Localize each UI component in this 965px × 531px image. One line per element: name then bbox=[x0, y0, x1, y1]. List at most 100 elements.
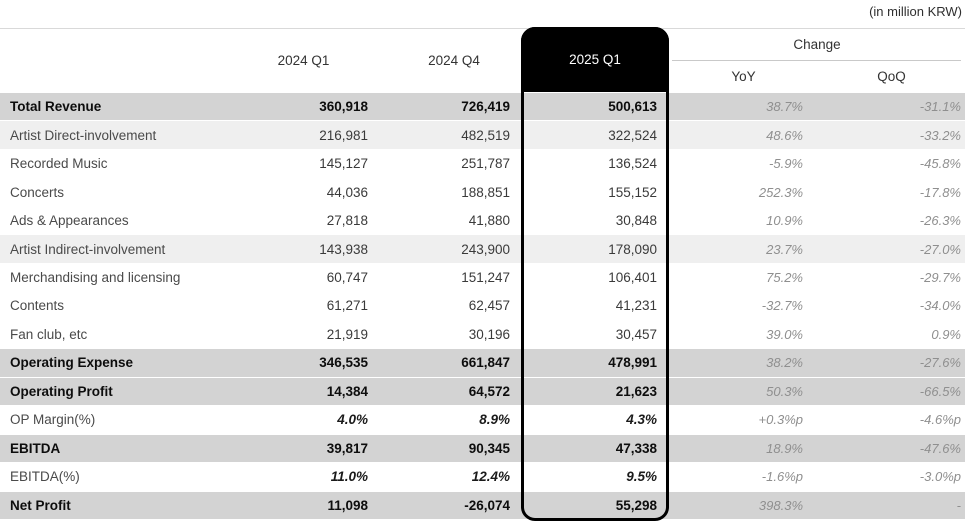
cell-2025-q1: 30,848 bbox=[615, 213, 657, 229]
column-header-qoq: QoQ bbox=[877, 68, 906, 84]
table-row: Operating Expense 346,535 661,847 478,99… bbox=[0, 348, 965, 377]
cell-2024-q4: 12.4% bbox=[471, 469, 510, 485]
cell-change-yoy: 38.2% bbox=[766, 355, 803, 371]
table-row: Fan club, etc 21,919 30,196 30,457 39.0%… bbox=[0, 319, 965, 348]
column-header-yoy: YoY bbox=[731, 68, 756, 84]
cell-2025-q1: 41,231 bbox=[615, 298, 657, 314]
cell-2024-q1: 11.0% bbox=[330, 469, 368, 485]
cell-change-qoq: -66.5% bbox=[919, 383, 961, 399]
table-row: Net Profit 11,098 -26,074 55,298 398.3% … bbox=[0, 490, 965, 519]
row-label: Ads & Appearances bbox=[10, 213, 129, 229]
cell-2025-q1: 500,613 bbox=[608, 99, 657, 115]
cell-change-yoy: 252.3% bbox=[758, 184, 803, 200]
row-label: OP Margin(%) bbox=[10, 412, 96, 428]
table-row: Concerts 44,036 188,851 155,152 252.3% -… bbox=[0, 177, 965, 205]
cell-2024-q4: 90,345 bbox=[468, 440, 510, 456]
cell-2024-q1: 145,127 bbox=[319, 156, 368, 172]
row-label: Merchandising and licensing bbox=[10, 270, 181, 286]
cell-2025-q1: 136,524 bbox=[608, 156, 657, 172]
table-row: OP Margin(%) 4.0% 8.9% 4.3% +0.3%p -4.6%… bbox=[0, 405, 965, 433]
cell-2024-q4: 188,851 bbox=[461, 184, 510, 200]
cell-2024-q4: 64,572 bbox=[468, 383, 510, 399]
cell-2024-q1: 4.0% bbox=[337, 412, 368, 428]
cell-2025-q1: 21,623 bbox=[615, 383, 657, 399]
cell-change-qoq: -45.8% bbox=[919, 156, 961, 172]
cell-change-yoy: 18.9% bbox=[766, 440, 803, 456]
row-label: Concerts bbox=[10, 184, 65, 200]
cell-2024-q4: 62,457 bbox=[468, 298, 510, 314]
cell-change-yoy: 23.7% bbox=[766, 241, 803, 257]
table-row: Ads & Appearances 27,818 41,880 30,848 1… bbox=[0, 205, 965, 234]
table-row: Contents 61,271 62,457 41,231 -32.7% -34… bbox=[0, 291, 965, 319]
cell-2025-q1: 47,338 bbox=[615, 440, 657, 456]
cell-change-yoy: 48.6% bbox=[766, 127, 803, 143]
table-row: Operating Profit 14,384 64,572 21,623 50… bbox=[0, 376, 965, 406]
cell-change-qoq: -29.7% bbox=[919, 270, 961, 286]
cell-2024-q1: 44,036 bbox=[326, 184, 368, 200]
cell-change-qoq: -27.6% bbox=[919, 355, 961, 371]
table-row: Merchandising and licensing 60,747 151,2… bbox=[0, 262, 965, 291]
cell-2024-q1: 27,818 bbox=[326, 213, 368, 229]
table-top-border bbox=[0, 28, 965, 29]
cell-change-qoq: -17.8% bbox=[919, 184, 961, 200]
table-row: Recorded Music 145,127 251,787 136,524 -… bbox=[0, 148, 965, 177]
column-header-2024-q4: 2024 Q4 bbox=[428, 52, 480, 68]
cell-2024-q4: 30,196 bbox=[468, 326, 510, 342]
row-label: EBITDA bbox=[10, 440, 61, 456]
cell-change-qoq: -34.0% bbox=[919, 298, 961, 314]
row-label: Net Profit bbox=[10, 497, 71, 513]
cell-2024-q4: 251,787 bbox=[461, 156, 510, 172]
cell-2025-q1: 30,457 bbox=[615, 326, 657, 342]
cell-2024-q1: 61,271 bbox=[326, 298, 368, 314]
cell-change-qoq: -4.6%p bbox=[919, 412, 961, 428]
cell-2024-q4: 8.9% bbox=[479, 412, 510, 428]
cell-change-yoy: 398.3% bbox=[758, 497, 803, 513]
cell-change-qoq: -47.6% bbox=[919, 440, 961, 456]
cell-change-yoy: 39.0% bbox=[766, 326, 803, 342]
cell-change-yoy: 38.7% bbox=[766, 99, 803, 115]
cell-2024-q1: 11,098 bbox=[327, 497, 368, 513]
row-label: Operating Expense bbox=[10, 355, 134, 371]
cell-2025-q1: 55,298 bbox=[615, 497, 657, 513]
cell-change-yoy: 50.3% bbox=[766, 383, 803, 399]
row-label: Artist Direct-involvement bbox=[10, 127, 157, 143]
cell-2024-q4: 482,519 bbox=[461, 127, 510, 143]
cell-change-yoy: -5.9% bbox=[769, 156, 803, 172]
row-label: Artist Indirect-involvement bbox=[10, 241, 166, 257]
cell-2024-q1: 39,817 bbox=[326, 440, 368, 456]
cell-2024-q1: 216,981 bbox=[319, 127, 368, 143]
cell-2024-q1: 60,747 bbox=[326, 270, 368, 286]
row-label: Recorded Music bbox=[10, 156, 108, 172]
cell-change-qoq: -31.1% bbox=[919, 99, 961, 115]
cell-change-yoy: 10.9% bbox=[766, 213, 803, 229]
cell-2024-q4: 243,900 bbox=[461, 241, 510, 257]
cell-2025-q1: 155,152 bbox=[608, 184, 657, 200]
row-label: EBITDA(%) bbox=[10, 469, 80, 485]
row-label: Fan club, etc bbox=[10, 326, 88, 342]
cell-2025-q1: 9.5% bbox=[626, 469, 657, 485]
cell-2025-q1: 4.3% bbox=[626, 412, 657, 428]
cell-2024-q4: 661,847 bbox=[461, 355, 510, 371]
cell-2024-q1: 360,918 bbox=[319, 99, 368, 115]
cell-change-yoy: +0.3%p bbox=[758, 412, 803, 428]
cell-change-yoy: -32.7% bbox=[761, 298, 803, 314]
table-body: Total Revenue 360,918 726,419 500,613 38… bbox=[0, 92, 965, 519]
cell-2024-q1: 346,535 bbox=[319, 355, 368, 371]
cell-2025-q1: 322,524 bbox=[608, 127, 657, 143]
cell-2024-q4: 41,880 bbox=[468, 213, 510, 229]
cell-change-yoy: -1.6%p bbox=[761, 469, 803, 485]
cell-change-qoq: - bbox=[956, 497, 961, 513]
cell-2024-q1: 21,919 bbox=[326, 326, 368, 342]
table-row: EBITDA 39,817 90,345 47,338 18.9% -47.6% bbox=[0, 433, 965, 463]
column-group-header-change: Change bbox=[793, 36, 841, 52]
row-label: Operating Profit bbox=[10, 383, 113, 399]
table-row: Artist Indirect-involvement 143,938 243,… bbox=[0, 234, 965, 263]
cell-2024-q4: 151,247 bbox=[461, 270, 510, 286]
cell-2024-q4: -26,074 bbox=[464, 497, 510, 513]
cell-2025-q1: 178,090 bbox=[608, 241, 657, 257]
cell-change-yoy: 75.2% bbox=[766, 270, 803, 286]
cell-2025-q1: 106,401 bbox=[608, 270, 657, 286]
cell-change-qoq: -33.2% bbox=[919, 127, 961, 143]
cell-2024-q4: 726,419 bbox=[461, 99, 510, 115]
